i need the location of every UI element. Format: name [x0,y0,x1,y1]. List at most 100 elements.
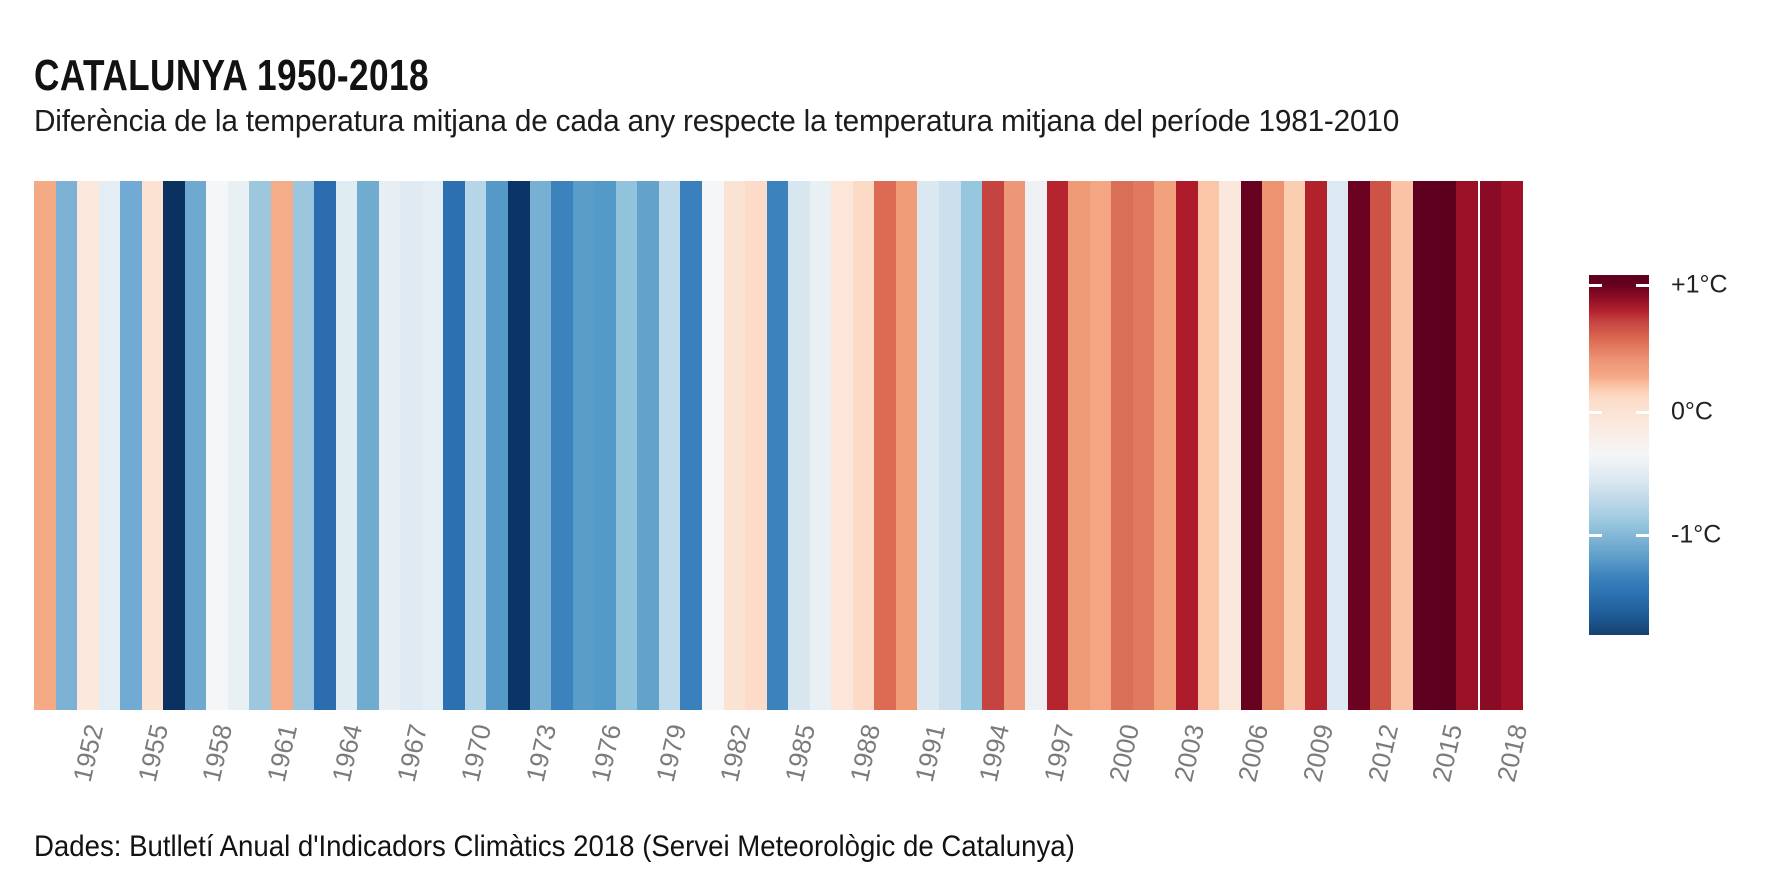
stripe-2004 [1197,181,1220,710]
stripe-1958 [206,181,228,710]
stripe-2010 [1326,181,1349,710]
stripe-1990 [895,181,918,710]
colorbar-tick-1-right [1636,410,1649,414]
stripe-1963 [314,181,336,710]
x-tick-label-2015: 2015 [1426,721,1469,785]
stripe-1988 [852,181,875,710]
source-credit: Dades: Butlletí Anual d'Indicadors Climà… [34,830,1075,863]
stripe-2007 [1262,181,1284,710]
stripe-1950 [34,181,56,710]
x-tick-label-2003: 2003 [1167,721,1210,785]
x-tick-label-1958: 1958 [196,721,239,785]
x-tick-label-1979: 1979 [649,721,692,785]
stripe-1975 [572,181,595,710]
x-tick-label-1964: 1964 [325,721,369,785]
stripe-1983 [745,181,767,710]
stripe-1951 [55,181,78,710]
colorbar-tick-2-left [1589,533,1602,537]
stripe-2012 [1369,181,1392,710]
stripe-1991 [917,181,939,710]
stripe-1973 [529,181,552,710]
stripe-1994 [982,181,1004,710]
stripe-2017 [1477,181,1502,710]
stripe-1981 [701,181,724,710]
stripe-1993 [960,181,983,710]
stripe-1954 [120,181,142,710]
page-title: CATALUNYA 1950-2018 [34,51,429,100]
x-tick-label-1952: 1952 [66,721,110,785]
stripe-1956 [163,181,185,710]
stripe-2014 [1413,181,1435,710]
stripe-1953 [98,181,121,710]
x-tick-label-1985: 1985 [778,721,822,785]
stripe-1957 [184,181,207,710]
stripe-1964 [335,181,358,710]
stripe-1992 [938,181,961,710]
stripe-1955 [141,181,164,710]
stripe-2006 [1240,181,1263,710]
stripe-1967 [400,181,422,710]
stripe-2013 [1391,181,1413,710]
colorbar-label-0C: 0°C [1671,397,1713,426]
stripe-1996 [1025,181,1047,710]
stripe-1984 [766,181,789,710]
stripe-1959 [227,181,250,710]
x-tick-label-1988: 1988 [843,721,886,785]
stripe-2009 [1305,181,1327,710]
x-tick-label-2009: 2009 [1296,721,1340,785]
x-tick-label-1991: 1991 [908,721,951,785]
stripe-1998 [1068,181,1090,710]
x-tick-label-1997: 1997 [1037,721,1081,785]
x-tick-label-2012: 2012 [1361,721,1404,785]
stripe-1997 [1046,181,1069,710]
stripe-1952 [77,181,99,710]
colorbar-label--1C: -1°C [1671,520,1722,549]
stripe-1976 [594,181,616,710]
stripe-1960 [249,181,272,710]
x-tick-label-1994: 1994 [973,721,1016,785]
stripe-1986 [809,181,832,710]
stripe-2000 [1111,181,1133,710]
stripe-1974 [551,181,573,710]
stripe-1979 [658,181,681,710]
stripe-2016 [1456,181,1478,710]
x-tick-label-1982: 1982 [714,721,757,785]
x-tick-label-1961: 1961 [261,721,304,785]
stripe-1995 [1003,181,1026,710]
x-tick-label-1967: 1967 [390,721,433,785]
stripe-1966 [378,181,401,710]
colorbar-tick-0-left [1589,284,1602,288]
colorbar-tick-2-right [1636,533,1649,537]
stripe-1968 [421,181,444,710]
stripe-2002 [1154,181,1176,710]
stripe-2018 [1501,181,1523,710]
stripe-1962 [292,181,315,710]
x-tick-label-2006: 2006 [1232,721,1275,785]
stripe-1961 [271,181,293,710]
stripe-1970 [464,181,487,710]
page-subtitle: Diferència de la temperatura mitjana de … [34,103,1400,138]
x-tick-label-2018: 2018 [1491,721,1534,785]
x-tick-label-1970: 1970 [455,721,498,785]
colorbar-tick-0-right [1636,284,1649,288]
stripe-1987 [831,181,853,710]
x-tick-label-1973: 1973 [519,721,563,785]
stripe-1989 [874,181,896,710]
stripe-1965 [357,181,379,710]
stripe-1980 [680,181,702,710]
stripe-1985 [788,181,810,710]
x-tick-label-1976: 1976 [584,721,627,785]
stripe-1972 [508,181,530,710]
stripes-chart [34,181,1523,710]
stripe-1999 [1089,181,1112,710]
stripe-1977 [615,181,638,710]
stripe-1969 [443,181,465,710]
stripe-2015 [1434,181,1457,710]
colorbar-label-+1C: +1°C [1671,270,1728,299]
stripe-2001 [1132,181,1155,710]
colorbar-tick-1-left [1589,410,1602,414]
stripe-2003 [1175,181,1198,710]
stripe-2005 [1219,181,1241,710]
x-tick-label-2000: 2000 [1102,721,1145,785]
